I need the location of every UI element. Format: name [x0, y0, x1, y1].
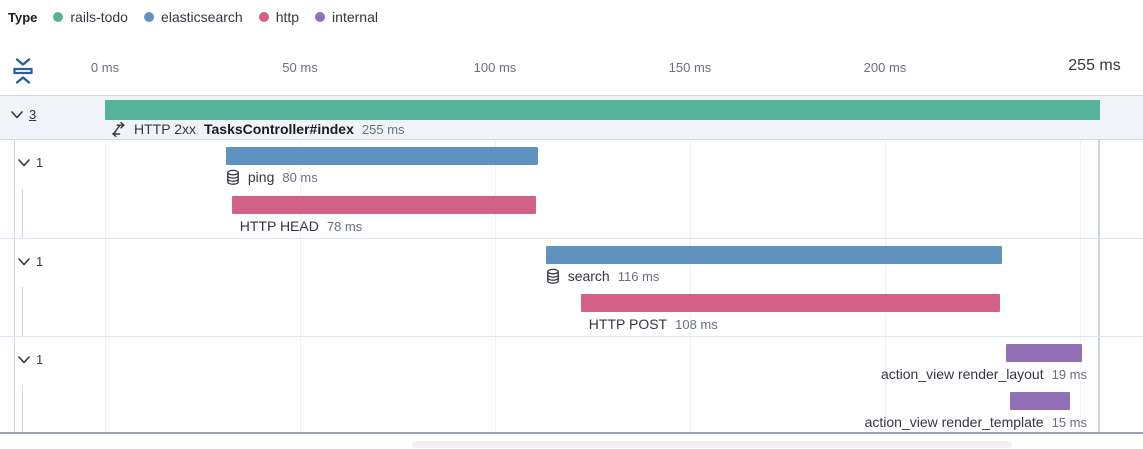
- legend-dot-elasticsearch: [143, 12, 154, 22]
- accordion-toggle[interactable]: 1: [17, 254, 43, 269]
- span-bar-http-post[interactable]: [580, 294, 1001, 312]
- accordion-toggle[interactable]: 1: [17, 352, 43, 367]
- legend-label: rails-todo: [70, 9, 128, 25]
- transaction-result: HTTP 2xx: [134, 121, 196, 137]
- legend-label: elasticsearch: [160, 9, 243, 25]
- fold-vertical-icon: [13, 58, 33, 84]
- span-name: search: [567, 268, 610, 284]
- waterfall-row-render-template: action_view render_template 15 ms: [0, 385, 1143, 432]
- accordion-toggle[interactable]: 1: [17, 155, 43, 170]
- legend-dot-http: [258, 12, 269, 22]
- axis-end-label: 255 ms: [1068, 57, 1121, 74]
- time-axis: 0 ms 50 ms 100 ms 150 ms 200 ms 255 ms: [0, 0, 1143, 95]
- transaction-name: TasksController#index: [203, 121, 354, 137]
- chevron-down-icon: [11, 111, 23, 119]
- horizontal-scrollbar[interactable]: [412, 441, 1012, 448]
- waterfall-row-transaction: 3 HTTP 2xx TasksController#index 255 ms: [0, 95, 1143, 140]
- legend-title: Type: [8, 9, 38, 25]
- transaction-duration: 255 ms: [361, 121, 405, 137]
- span-bar-ping[interactable]: [225, 147, 538, 165]
- waterfall-row-ping: 1 ping 80 ms: [0, 140, 1143, 189]
- tree-indent-guide: [22, 385, 23, 432]
- timeline-bottom-border: [0, 432, 1143, 434]
- transaction-icon: [112, 121, 125, 137]
- span-duration: 108 ms: [675, 316, 718, 332]
- waterfall-row-search: 1 search 116 ms: [0, 238, 1143, 287]
- span-bar-transaction[interactable]: [105, 100, 1100, 120]
- axis-tick-label: 150 ms: [668, 60, 712, 75]
- fold-spans-button[interactable]: [9, 55, 37, 85]
- axis-tick-label: 0 ms: [90, 60, 120, 75]
- span-duration: 78 ms: [326, 218, 363, 234]
- gridline: [300, 95, 301, 433]
- axis-tick-label: 200 ms: [863, 60, 907, 75]
- legend-dot-internal: [315, 12, 326, 22]
- span-name: action_view render_template: [864, 414, 1044, 430]
- axis-tick-label: 100 ms: [473, 60, 517, 75]
- legend-label: internal: [332, 9, 378, 25]
- span-label-transaction[interactable]: HTTP 2xx TasksController#index 255 ms: [110, 120, 405, 138]
- gridline: [105, 95, 106, 433]
- waterfall-row-render-layout: 1 action_view render_layout 19 ms: [0, 336, 1143, 385]
- span-label-render-layout[interactable]: action_view render_layout 19 ms: [881, 365, 1087, 383]
- chevron-down-icon: [18, 356, 30, 364]
- child-count: 1: [36, 155, 44, 170]
- tree-indent-guide: [22, 189, 23, 238]
- legend-item-elasticsearch: elasticsearch: [143, 9, 243, 25]
- waterfall-row-http-head: HTTP HEAD 78 ms: [0, 189, 1143, 238]
- gridline: [885, 95, 886, 433]
- waterfall-row-http-post: HTTP POST 108 ms: [0, 287, 1143, 336]
- tree-indent-guide: [14, 140, 15, 432]
- span-label-http-head[interactable]: HTTP HEAD 78 ms: [240, 217, 363, 235]
- legend-item-rails-todo: rails-todo: [53, 9, 128, 25]
- type-legend: Type rails-todo elasticsearch http inter…: [8, 9, 378, 25]
- child-count: 1: [36, 352, 44, 367]
- tree-indent-guide: [22, 287, 23, 336]
- legend-dot-rails-todo: [53, 12, 64, 22]
- legend-item-http: http: [258, 9, 300, 25]
- span-duration: 15 ms: [1051, 414, 1087, 430]
- database-icon: [546, 268, 559, 284]
- span-bar-search[interactable]: [545, 246, 1002, 264]
- gridline: [690, 95, 691, 433]
- legend-label: http: [275, 9, 300, 25]
- span-label-ping[interactable]: ping 80 ms: [226, 168, 318, 186]
- gridline: [1080, 95, 1081, 433]
- span-label-render-template[interactable]: action_view render_template 15 ms: [865, 413, 1087, 431]
- span-duration: 116 ms: [617, 268, 660, 284]
- span-bar-http-head[interactable]: [231, 196, 536, 214]
- span-label-http-post[interactable]: HTTP POST 108 ms: [589, 315, 718, 333]
- span-bar-render-template[interactable]: [1009, 392, 1071, 410]
- axis-tick-label: 50 ms: [282, 60, 318, 75]
- span-bar-render-layout[interactable]: [1005, 344, 1082, 362]
- legend-item-internal: internal: [315, 9, 378, 25]
- span-name: HTTP POST: [588, 316, 668, 332]
- span-name: ping: [247, 169, 275, 185]
- child-count: 1: [36, 254, 44, 269]
- accordion-toggle[interactable]: 3: [10, 107, 36, 122]
- span-name: action_view render_layout: [880, 366, 1044, 382]
- span-label-search[interactable]: search 116 ms: [546, 267, 660, 285]
- chevron-down-icon: [18, 258, 30, 266]
- span-duration: 80 ms: [282, 169, 318, 185]
- child-count: 3: [29, 107, 37, 122]
- chevron-down-icon: [18, 159, 30, 167]
- gridline-trace-end: [1097, 95, 1100, 433]
- database-icon: [227, 169, 239, 185]
- span-name: HTTP HEAD: [239, 218, 319, 234]
- gridline: [495, 95, 496, 433]
- span-duration: 19 ms: [1051, 366, 1087, 382]
